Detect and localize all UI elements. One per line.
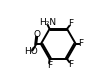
Text: F: F — [68, 19, 73, 28]
Text: F: F — [47, 61, 52, 70]
Text: HO: HO — [24, 47, 37, 56]
Text: F: F — [79, 40, 84, 48]
Text: H₂N: H₂N — [39, 18, 57, 27]
Text: O: O — [34, 30, 41, 39]
Text: F: F — [68, 60, 73, 69]
